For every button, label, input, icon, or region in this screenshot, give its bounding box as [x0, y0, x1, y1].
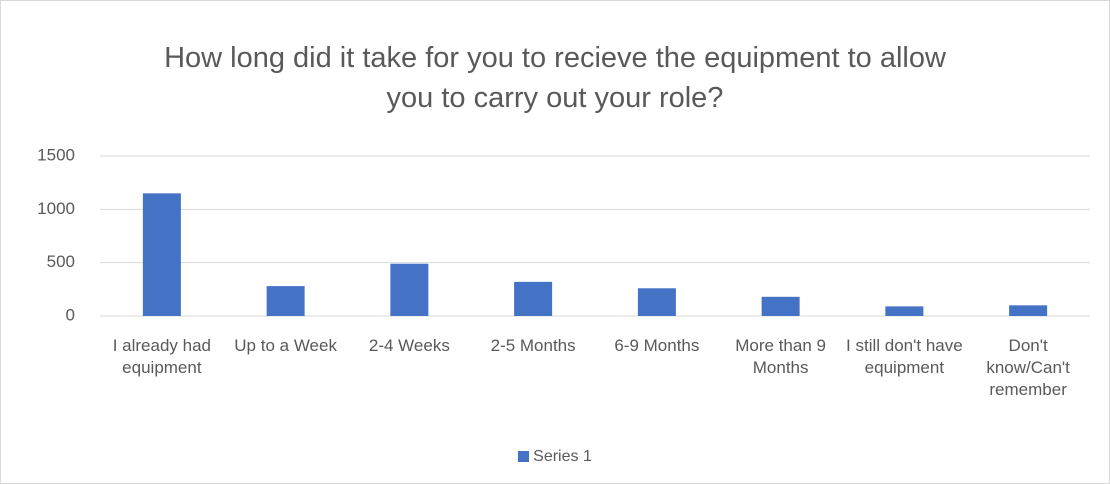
x-tick-label: 2-5 Months	[490, 336, 576, 355]
x-tick-label: 2-4 Weeks	[368, 336, 450, 355]
bar	[390, 263, 429, 316]
y-tick-label: 1000	[37, 199, 75, 218]
y-tick-label: 500	[47, 252, 75, 271]
x-tick-label: I still don't have equipment	[846, 336, 963, 377]
legend-swatch	[518, 451, 530, 462]
x-tick-label: 6-9 Months	[614, 336, 700, 355]
legend: Series 1	[0, 448, 1110, 466]
x-tick-label: I already had equipment	[112, 336, 212, 377]
bar	[885, 306, 924, 316]
y-tick-label: 0	[66, 305, 75, 324]
bar	[514, 281, 553, 316]
chart-title: How long did it take for you to recieve …	[164, 42, 946, 114]
bar	[142, 193, 181, 316]
legend-label: Series 1	[533, 448, 592, 465]
bar	[266, 286, 305, 316]
x-tick-label: Don't know/Can't remember	[986, 336, 1070, 399]
bar	[637, 288, 676, 316]
x-tick-label: More than 9 Months	[735, 336, 826, 377]
y-tick-label: 1500	[37, 145, 75, 164]
bar	[1009, 305, 1048, 316]
bar	[761, 296, 800, 316]
x-tick-label: Up to a Week	[234, 336, 337, 355]
